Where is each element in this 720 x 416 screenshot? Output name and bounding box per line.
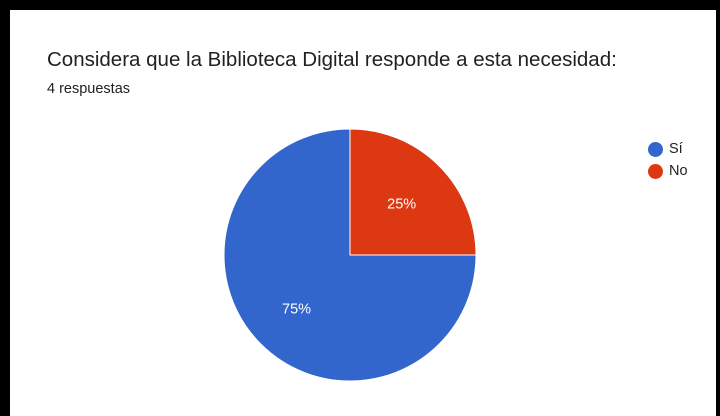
legend-label-si: Sí xyxy=(669,141,683,157)
slice-label-no: 25% xyxy=(387,196,416,212)
pie-slice-si[interactable] xyxy=(223,128,477,382)
legend-item-no[interactable]: No xyxy=(648,161,688,181)
chart-card: Considera que la Biblioteca Digital resp… xyxy=(10,10,716,416)
slice-label-si: 75% xyxy=(282,301,311,317)
pie-chart: 75% 25% xyxy=(223,128,477,382)
chart-title: Considera que la Biblioteca Digital resp… xyxy=(47,48,617,71)
legend-label-no: No xyxy=(669,163,688,179)
pie-slice-no[interactable] xyxy=(349,128,477,256)
legend-item-si[interactable]: Sí xyxy=(648,139,688,159)
legend-swatch-no xyxy=(648,163,663,179)
legend-swatch-si xyxy=(648,141,663,157)
chart-legend: Sí No xyxy=(648,139,688,183)
response-count: 4 respuestas xyxy=(47,81,131,97)
